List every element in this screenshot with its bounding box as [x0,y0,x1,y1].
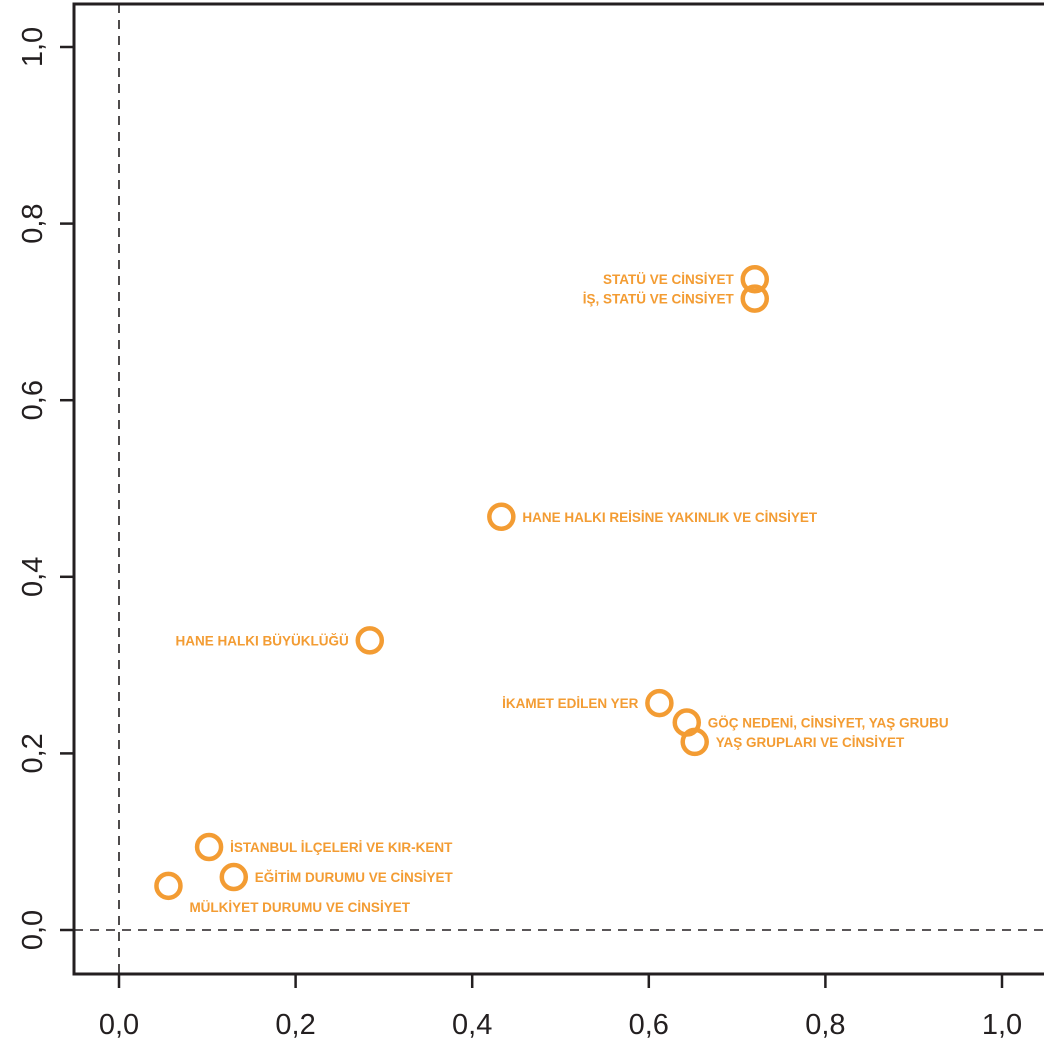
point-marker [154,871,183,901]
data-point: MÜLKİYET DURUMU VE CİNSİYET [154,871,411,915]
data-point: İŞ, STATÜ VE CİNSİYET [583,284,770,313]
y-tick-label: 0,0 [17,910,49,950]
point-label: HANE HALKI REİSİNE YAKINLIK VE CİNSİYET [522,510,818,525]
point-marker [645,688,674,718]
x-tick-label: 0,6 [629,1009,669,1041]
y-tick-label: 0,4 [17,557,49,597]
point-label: İŞ, STATÜ VE CİNSİYET [583,292,735,307]
x-tick-label: 0,2 [275,1009,315,1041]
y-axis: 0,0 0,2 0,4 0,6 0,8 1,0 [17,27,74,950]
point-label: İSTANBUL İLÇELERİ VE KIR-KENT [230,840,453,855]
x-tick-label: 1,0 [982,1009,1022,1041]
point-label: EĞİTİM DURUMU VE CİNSİYET [255,870,454,885]
data-point: EĞİTİM DURUMU VE CİNSİYET [219,862,454,892]
point-marker [355,626,385,655]
y-tick-label: 1,0 [17,27,49,67]
point-label: STATÜ VE CİNSİYET [603,272,735,287]
reference-lines [74,4,1044,974]
point-label: HANE HALKI BÜYÜKLÜĞÜ [176,633,349,648]
data-points: STATÜ VE CİNSİYET İŞ, STATÜ VE CİNSİYET HA… [154,264,949,915]
x-axis: 0,0 0,2 0,4 0,6 0,8 1,0 [99,974,1022,1041]
data-point: HANE HALKI REİSİNE YAKINLIK VE CİNSİYET [487,502,818,532]
point-marker [740,284,770,313]
point-marker [740,264,770,294]
x-tick-label: 0,4 [452,1009,492,1041]
point-marker [680,727,709,757]
data-point: İKAMET EDİLEN YER [502,688,674,718]
y-tick-label: 0,8 [17,203,49,243]
y-tick-label: 0,2 [17,733,49,773]
point-marker [487,502,516,532]
plot-frame [72,2,1044,976]
data-point: YAŞ GRUPLARI VE CİNSİYET [680,727,905,757]
point-label: YAŞ GRUPLARI VE CİNSİYET [716,735,905,750]
data-point: HANE HALKI BÜYÜKLÜĞÜ [176,626,385,655]
data-point: İSTANBUL İLÇELERİ VE KIR-KENT [194,832,453,862]
x-tick-label: 0,0 [99,1009,139,1041]
data-point: GÖÇ NEDENİ, CİNSİYET, YAŞ GRUBU [672,708,949,737]
point-label: İKAMET EDİLEN YER [502,696,639,711]
data-point: STATÜ VE CİNSİYET [603,264,770,294]
point-marker [219,862,249,892]
point-label: GÖÇ NEDENİ, CİNSİYET, YAŞ GRUBU [708,715,949,730]
point-label: MÜLKİYET DURUMU VE CİNSİYET [189,900,410,915]
x-tick-label: 0,8 [805,1009,845,1041]
y-tick-label: 0,6 [17,380,49,420]
point-marker [194,832,224,862]
